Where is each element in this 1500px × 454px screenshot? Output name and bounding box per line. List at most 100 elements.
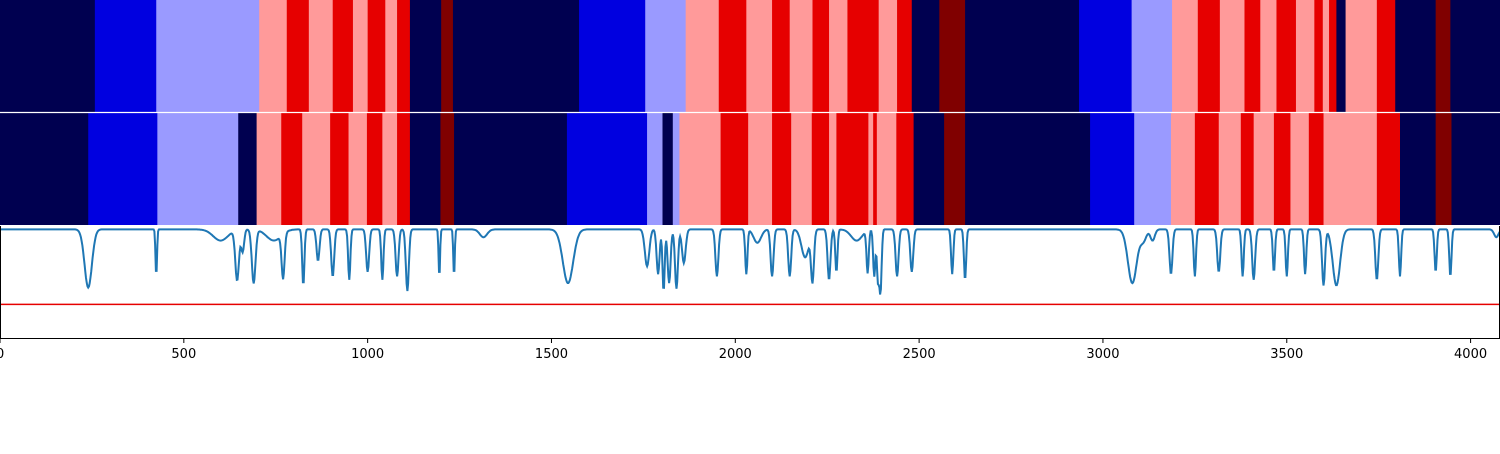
segment-2-23	[772, 113, 792, 225]
segment-1-19	[746, 0, 773, 112]
segment-2-20	[679, 113, 722, 225]
segment-2-4	[238, 113, 258, 225]
segment-2-10	[366, 113, 383, 225]
segment-2-28	[868, 113, 874, 225]
segment-1-2	[94, 0, 157, 112]
segment-2-37	[1170, 113, 1196, 225]
segment-1-45	[1395, 0, 1437, 112]
segment-2-8	[330, 113, 350, 225]
segment-2-15	[454, 113, 568, 225]
segment-1-31	[1131, 0, 1173, 112]
segment-2-40	[1240, 113, 1255, 225]
segment-1-34	[1219, 0, 1246, 112]
segment-2-7	[302, 113, 331, 225]
segment-2-27	[836, 113, 869, 225]
segment-2-2	[88, 113, 158, 225]
segment-1-10	[385, 0, 398, 112]
segment-2-5	[256, 113, 282, 225]
segment-1-47	[1450, 0, 1500, 112]
segment-2-49	[1451, 113, 1500, 225]
segment-1-29	[965, 0, 1080, 112]
segment-1-9	[367, 0, 386, 112]
segment-2-11	[382, 113, 398, 225]
segment-2-19	[672, 113, 681, 225]
segment-2-13	[409, 113, 442, 225]
segment-2-21	[720, 113, 749, 225]
x-tick-label-2000: 2000	[719, 347, 752, 362]
segment-2-16	[566, 113, 648, 225]
segment-1-14	[452, 0, 580, 112]
segment-2-9	[348, 113, 368, 225]
segment-2-44	[1308, 113, 1325, 225]
segment-2-45	[1323, 113, 1378, 225]
segment-2-3	[157, 113, 239, 225]
segment-1-7	[332, 0, 354, 112]
x-tick-label-2500: 2500	[903, 347, 936, 362]
segment-1-12	[409, 0, 442, 112]
segment-1-41	[1329, 0, 1337, 112]
segment-2-26	[829, 113, 837, 225]
segment-1-35	[1244, 0, 1261, 112]
segment-1-3	[156, 0, 260, 112]
segment-1-37	[1276, 0, 1297, 112]
segment-2-47	[1400, 113, 1437, 225]
segment-2-17	[647, 113, 664, 225]
segment-1-27	[911, 0, 940, 112]
segment-2-34	[965, 113, 1091, 225]
segment-1-15	[579, 0, 646, 112]
segment-2-41	[1253, 113, 1275, 225]
x-tick-label-500: 500	[171, 347, 196, 362]
segment-1-5	[286, 0, 310, 112]
segment-1-46	[1435, 0, 1451, 112]
x-tick-label-1000: 1000	[351, 347, 384, 362]
segment-1-40	[1322, 0, 1330, 112]
segment-2-14	[440, 113, 455, 225]
segment-1-39	[1314, 0, 1324, 112]
x-tick-label-4000: 4000	[1454, 347, 1487, 362]
segment-1-36	[1260, 0, 1278, 112]
segment-1-44	[1376, 0, 1396, 112]
segment-2-29	[873, 113, 878, 225]
heatmap-track-1	[0, 0, 1500, 112]
segment-1-33	[1197, 0, 1221, 112]
segment-1-18	[718, 0, 747, 112]
signal-panel	[0, 226, 1500, 339]
segment-2-38	[1194, 113, 1220, 225]
segment-1-24	[847, 0, 880, 112]
heatmap-track-2	[0, 113, 1500, 225]
segment-2-25	[811, 113, 830, 225]
segment-2-18	[662, 113, 674, 225]
segment-2-12	[397, 113, 411, 225]
segment-2-43	[1290, 113, 1310, 225]
segment-2-48	[1435, 113, 1453, 225]
segment-1-43	[1345, 0, 1378, 112]
segment-1-25	[878, 0, 898, 112]
segment-1-30	[1079, 0, 1133, 112]
segment-1-6	[308, 0, 334, 112]
heatmap-tracks	[0, 0, 1500, 225]
segment-1-20	[772, 0, 791, 112]
segment-2-46	[1376, 113, 1401, 225]
segment-1-22	[812, 0, 830, 112]
segment-1-21	[789, 0, 814, 112]
segment-2-35	[1090, 113, 1135, 225]
segment-1-13	[441, 0, 454, 112]
segment-2-24	[791, 113, 813, 225]
segment-2-33	[944, 113, 966, 225]
segment-2-36	[1134, 113, 1172, 225]
segment-2-22	[748, 113, 773, 225]
x-tick-label-0: 0	[0, 347, 4, 362]
segment-1-23	[829, 0, 849, 112]
x-tick-label-1500: 1500	[535, 347, 568, 362]
signal-line	[0, 228, 1500, 295]
x-tick-label-3500: 3500	[1270, 347, 1303, 362]
segment-1-11	[397, 0, 411, 112]
segment-2-42	[1273, 113, 1292, 225]
segment-1-1	[0, 0, 96, 112]
segment-2-6	[281, 113, 303, 225]
segment-1-38	[1295, 0, 1315, 112]
segment-1-32	[1172, 0, 1199, 112]
segment-1-16	[645, 0, 687, 112]
